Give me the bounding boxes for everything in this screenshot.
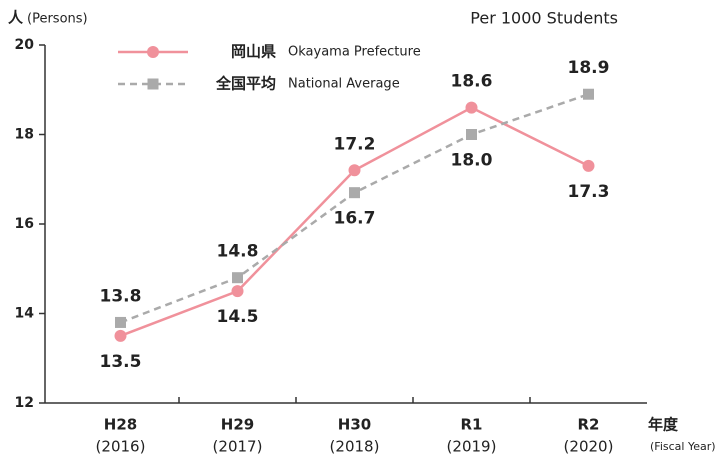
point <box>348 164 361 177</box>
y-tick-label: 12 <box>15 395 34 411</box>
legend-label-en: Okayama Prefecture <box>288 45 421 60</box>
y-tick-label: 18 <box>15 127 34 143</box>
data-label: 17.3 <box>568 182 610 202</box>
y-axis-unit: (Persons) <box>27 12 88 27</box>
legend-label: 全国平均 <box>215 75 276 93</box>
x-tick-year: (2018) <box>330 438 380 456</box>
point <box>232 272 243 284</box>
point <box>115 316 126 328</box>
point <box>466 129 477 140</box>
x-tick-label: H29 <box>221 416 254 434</box>
point <box>583 88 594 100</box>
x-tick-year: (2020) <box>564 438 614 456</box>
legend-label-en: National Average <box>288 77 400 92</box>
point <box>114 329 127 342</box>
x-tick-label: R2 <box>578 416 600 434</box>
data-label: 17.2 <box>334 134 376 154</box>
data-label: 18.9 <box>568 58 610 78</box>
y-tick-label: 14 <box>15 306 35 322</box>
y-tick-label: 16 <box>15 216 34 232</box>
x-axis-label: 年度 <box>648 416 679 434</box>
subtitle: Per 1000 Students <box>470 9 618 28</box>
x-tick-year: (2016) <box>96 438 146 456</box>
point <box>582 159 595 172</box>
y-tick-label: 20 <box>15 37 35 53</box>
point <box>231 285 244 298</box>
legend-label: 岡山県 <box>231 43 276 61</box>
x-tick-label: R1 <box>461 416 483 434</box>
data-label: 14.8 <box>217 242 259 262</box>
x-tick-label: H30 <box>338 416 371 434</box>
data-label: 18.6 <box>451 72 493 92</box>
point <box>465 101 478 114</box>
legend-marker <box>147 46 159 58</box>
x-tick-year: (2017) <box>213 438 263 456</box>
data-label: 13.8 <box>100 286 142 306</box>
data-label: 18.0 <box>451 151 493 171</box>
x-tick-label: H28 <box>104 416 137 434</box>
x-axis-label-en: (Fiscal Year) <box>650 440 716 453</box>
data-label: 14.5 <box>217 307 259 327</box>
legend-marker <box>147 78 159 90</box>
y-axis-label: 人 <box>8 9 24 27</box>
data-label: 13.5 <box>100 352 142 372</box>
x-tick-year: (2019) <box>447 438 497 456</box>
data-label: 16.7 <box>334 209 376 229</box>
point <box>349 187 360 199</box>
